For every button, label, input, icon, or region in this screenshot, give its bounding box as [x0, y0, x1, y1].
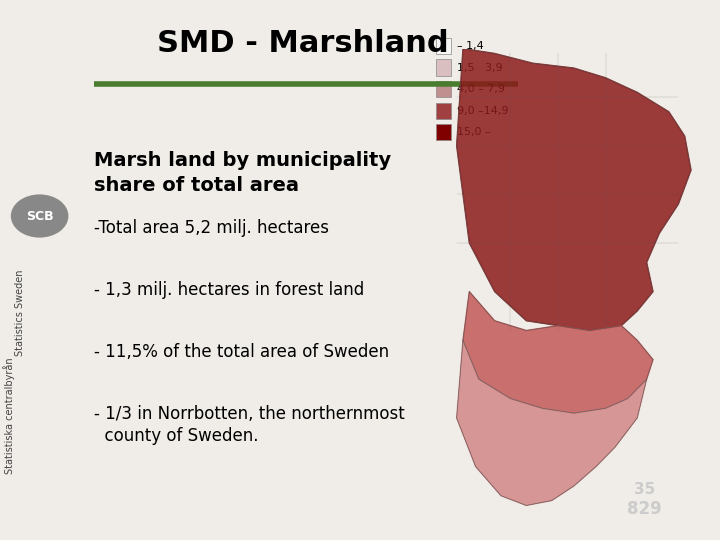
Bar	[436, 59, 451, 76]
Text: - 11,5% of the total area of Sweden: - 11,5% of the total area of Sweden	[94, 343, 389, 361]
Text: 9,0 –14,9: 9,0 –14,9	[457, 106, 509, 116]
Text: 829: 829	[627, 501, 662, 518]
Text: Statistiska centralbyrån: Statistiska centralbyrån	[3, 357, 14, 474]
Polygon shape	[463, 292, 653, 413]
Bar	[436, 81, 451, 97]
Polygon shape	[456, 340, 647, 505]
Text: -Total area 5,2 milj. hectares: -Total area 5,2 milj. hectares	[94, 219, 328, 237]
Text: 15,0 –: 15,0 –	[457, 127, 491, 137]
Text: - 1/3 in Norrbotten, the northernmost
  county of Sweden.: - 1/3 in Norrbotten, the northernmost co…	[94, 405, 405, 445]
Bar	[436, 38, 451, 54]
Text: SCB: SCB	[26, 210, 53, 222]
Polygon shape	[456, 49, 691, 330]
Text: Marsh land by municipality
share of total area: Marsh land by municipality share of tota…	[94, 151, 391, 195]
Text: 1,5   3,9: 1,5 3,9	[457, 63, 503, 72]
Text: Statistics Sweden: Statistics Sweden	[15, 270, 25, 356]
Text: 35: 35	[634, 482, 655, 497]
Text: SMD - Marshland: SMD - Marshland	[156, 29, 449, 58]
Bar	[436, 124, 451, 140]
Bar	[436, 103, 451, 119]
Circle shape	[11, 194, 68, 238]
Text: – 1,4: – 1,4	[457, 41, 484, 51]
Text: 4,0 – 7,9: 4,0 – 7,9	[457, 84, 505, 94]
Text: - 1,3 milj. hectares in forest land: - 1,3 milj. hectares in forest land	[94, 281, 364, 299]
